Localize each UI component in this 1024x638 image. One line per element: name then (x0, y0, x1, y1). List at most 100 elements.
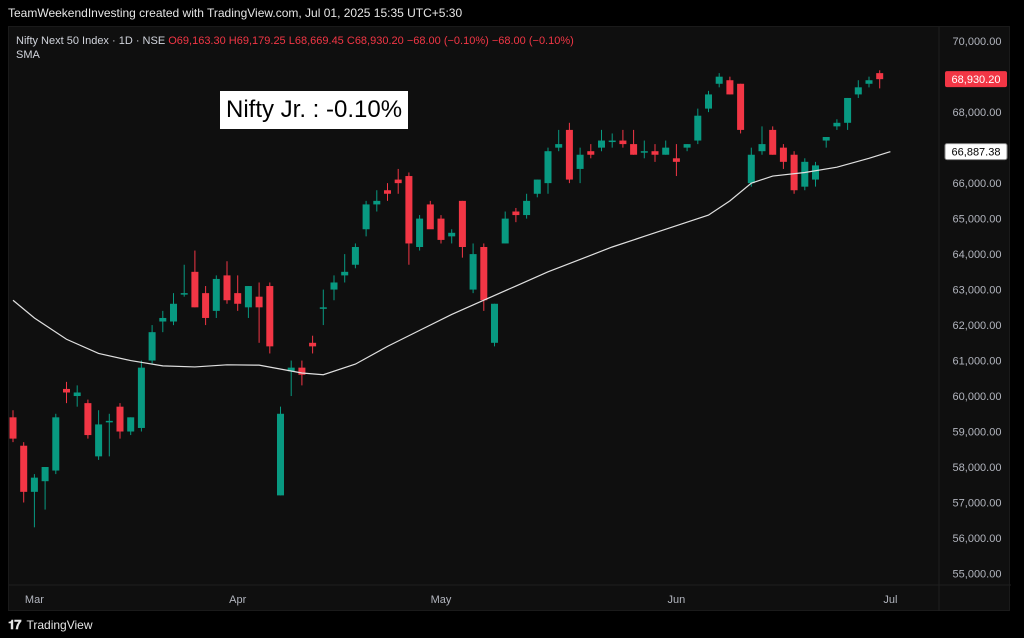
candle-down (779, 147, 787, 162)
candle-down (426, 204, 434, 230)
y-tick-label: 58,000.00 (953, 462, 1002, 474)
candle-up (95, 424, 103, 457)
candle-up (159, 317, 167, 322)
y-tick-label: 60,000.00 (953, 391, 1002, 403)
candle-up (362, 204, 370, 230)
y-tick-label: 61,000.00 (953, 356, 1002, 368)
candle-down (255, 296, 263, 308)
x-tick-label: Jul (883, 594, 897, 606)
candle-up (523, 200, 531, 216)
indicator-label-sma[interactable]: SMA (16, 49, 40, 61)
candle-up (416, 218, 424, 247)
candle-up (52, 417, 60, 471)
chart-legend: Nifty Next 50 Index · 1D · NSE O69,163.3… (16, 34, 574, 62)
candle-up (491, 303, 498, 343)
candle-down (384, 190, 391, 194)
candle-up (576, 154, 584, 169)
low-value: L68,669.45 (288, 35, 344, 47)
candle-down (63, 388, 70, 393)
sma-line (12, 151, 891, 376)
y-tick-label: 57,000.00 (953, 497, 1002, 509)
candle-down (876, 73, 884, 80)
y-tick-label: 70,000.00 (953, 36, 1002, 48)
candle-up (640, 151, 648, 153)
candle-down (234, 293, 242, 304)
candle-down (20, 445, 28, 492)
candle-up (833, 122, 841, 127)
candle-up (801, 161, 809, 187)
candle-down (84, 403, 92, 436)
chart-panel[interactable]: 70,000.0069,000.0068,000.0067,000.0066,0… (8, 26, 1011, 612)
candle-down (737, 83, 745, 130)
candle-up (170, 303, 177, 322)
attribution-bar: TeamWeekendInvesting created with Tradin… (0, 0, 1024, 26)
close-value: C68,930.20 (346, 35, 404, 47)
y-tick-label: 68,000.00 (953, 107, 1002, 119)
candle-up (812, 165, 819, 180)
candle-up (662, 147, 670, 155)
candle-up (180, 293, 188, 295)
candlestick-chart[interactable]: 70,000.0069,000.0068,000.0067,000.0066,0… (9, 27, 1011, 612)
y-tick-label: 64,000.00 (953, 249, 1002, 261)
x-tick-label: May (431, 594, 452, 606)
candle-down (587, 151, 595, 155)
candle-up (683, 144, 691, 148)
y-tick-label: 63,000.00 (953, 285, 1002, 297)
candle-down (619, 140, 627, 145)
candle-down (309, 342, 317, 347)
candle-up (747, 154, 755, 184)
candle-down (726, 80, 734, 95)
attribution-text: TeamWeekendInvesting created with Tradin… (8, 6, 463, 20)
candle-up (715, 76, 723, 84)
candle-down (480, 247, 488, 301)
y-tick-label: 56,000.00 (953, 533, 1002, 545)
candle-up (822, 137, 830, 141)
candle-up (533, 179, 541, 194)
candle-up (469, 254, 477, 290)
candle-down (512, 211, 520, 216)
sma-price-label: 66,887.38 (952, 147, 1001, 159)
candle-up (598, 140, 605, 148)
candle-up (844, 97, 852, 123)
tradingview-logo-icon[interactable]: 𝟏𝟕 (8, 616, 22, 632)
candle-up (30, 477, 38, 492)
candle-up (448, 232, 456, 237)
y-tick-label: 59,000.00 (953, 427, 1002, 439)
change-value-2: −68.00 (−0.10%) (491, 35, 574, 47)
candle-up (148, 332, 156, 361)
candle-up (705, 94, 712, 109)
annotation-label: Nifty Jr. : -0.10% (220, 91, 409, 129)
candle-up (544, 151, 552, 184)
candle-up (212, 278, 220, 311)
candle-up (330, 282, 338, 290)
last-price-label: 68,930.20 (952, 74, 1001, 86)
candle-down (116, 406, 124, 432)
sma-price-tag (944, 143, 1008, 161)
candle-down (565, 129, 573, 180)
x-tick-label: Jun (668, 594, 686, 606)
y-tick-label: 65,000.00 (953, 214, 1002, 226)
candle-up (555, 144, 563, 148)
candle-up (137, 367, 145, 428)
candle-up (501, 218, 509, 244)
candle-down (202, 293, 210, 318)
y-tick-label: 66,000.00 (953, 178, 1002, 190)
candle-down (394, 179, 402, 184)
x-tick-label: Apr (229, 594, 246, 606)
candle-up (287, 367, 295, 372)
footer-bar: 𝟏𝟕 TradingView (0, 611, 1024, 638)
candle-up (127, 417, 135, 432)
symbol-label[interactable]: Nifty Next 50 Index · 1D · NSE (16, 35, 166, 47)
last-price-tag (945, 71, 1007, 88)
candle-down (405, 176, 413, 244)
candle-up (244, 286, 252, 308)
y-tick-label: 62,000.00 (953, 320, 1002, 332)
candle-up (758, 144, 766, 152)
candle-down (651, 151, 659, 155)
candle-up (854, 87, 862, 95)
candle-up (694, 115, 702, 141)
y-tick-label: 55,000.00 (953, 568, 1002, 580)
candle-up (73, 392, 81, 397)
footer-brand[interactable]: TradingView (26, 617, 93, 632)
candle-up (41, 467, 49, 482)
